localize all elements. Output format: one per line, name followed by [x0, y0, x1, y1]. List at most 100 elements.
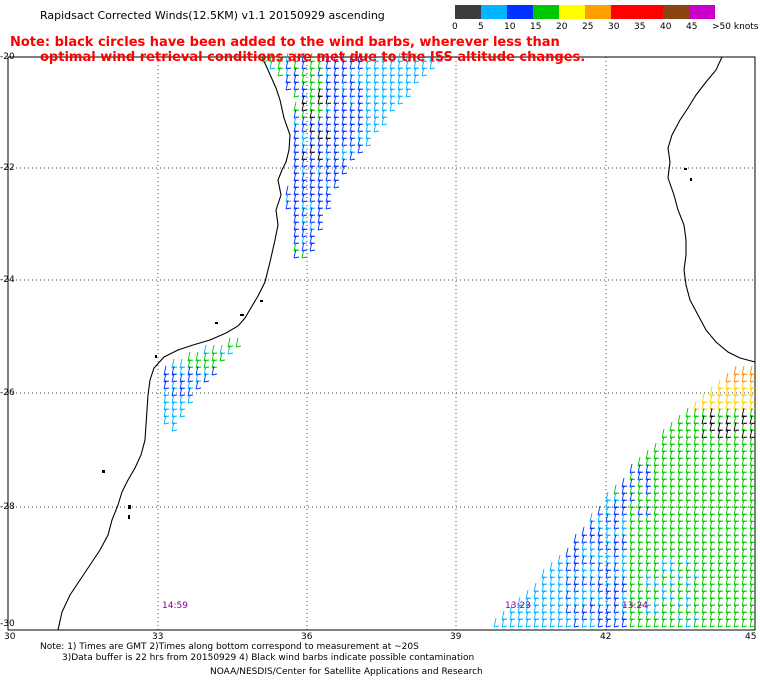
wind-barb [309, 80, 316, 91]
wind-barb [677, 575, 684, 586]
wind-barb [309, 220, 316, 231]
wind-barb [565, 547, 572, 558]
wind-barb [613, 589, 620, 600]
lat-label: -22 [0, 163, 15, 173]
wind-barb [621, 519, 628, 530]
wind-barb [741, 575, 748, 586]
wind-barb [309, 87, 316, 98]
wind-barb [717, 470, 724, 481]
wind-barb [661, 470, 668, 481]
wind-barb [211, 344, 218, 355]
wind-barb [685, 498, 692, 509]
wind-barb [677, 596, 684, 607]
wind-barb [645, 610, 652, 621]
wind-barb [709, 582, 716, 593]
wind-barb [293, 101, 300, 112]
wind-barb [725, 589, 732, 600]
wind-barb [333, 122, 340, 133]
wind-barb [653, 470, 660, 481]
wind-barb [701, 484, 708, 495]
wind-barb [171, 386, 178, 397]
wind-barb [645, 512, 652, 523]
wind-barb [685, 463, 692, 474]
wind-barb [549, 561, 556, 572]
wind-barb [365, 115, 372, 126]
wind-barb [365, 59, 372, 70]
wind-barb [317, 101, 324, 112]
wind-barb [621, 477, 628, 488]
wind-barb [693, 498, 700, 509]
wind-barb [677, 561, 684, 572]
wind-barb [597, 596, 604, 607]
wind-barb [749, 463, 756, 474]
wind-barb [645, 491, 652, 502]
wind-barb [645, 547, 652, 558]
lon-label: 42 [600, 632, 612, 642]
wind-barb [733, 589, 740, 600]
wind-barb [653, 596, 660, 607]
wind-barb [317, 192, 324, 203]
wind-barb [725, 498, 732, 509]
wind-barb [533, 603, 540, 614]
wind-barb [341, 87, 348, 98]
wind-barb [709, 428, 716, 439]
wind-barb [269, 52, 276, 63]
wind-barb [309, 136, 316, 147]
wind-barb [733, 372, 740, 383]
wind-barb [325, 143, 332, 154]
wind-barb [389, 66, 396, 77]
wind-barb [325, 115, 332, 126]
wind-barb [661, 589, 668, 600]
wind-barb [589, 582, 596, 593]
wind-barb [621, 526, 628, 537]
wind-barb [637, 603, 644, 614]
wind-barb [309, 150, 316, 161]
wind-barb [171, 393, 178, 404]
wind-barb [525, 610, 532, 621]
wind-barb [227, 337, 234, 348]
wind-barb [179, 393, 186, 404]
wind-barb [661, 463, 668, 474]
wind-barb [309, 94, 316, 105]
wind-barb [653, 449, 660, 460]
wind-barb [325, 185, 332, 196]
wind-barb [693, 575, 700, 586]
wind-barb [637, 561, 644, 572]
wind-barb [613, 596, 620, 607]
wind-barb [733, 596, 740, 607]
wind-barb [589, 526, 596, 537]
wind-barb [661, 477, 668, 488]
wind-barb [413, 52, 420, 63]
wind-barb [725, 463, 732, 474]
wind-barb [589, 610, 596, 621]
wind-barb [741, 442, 748, 453]
wind-barb [285, 185, 292, 196]
wind-barb [709, 477, 716, 488]
wind-barb [285, 80, 292, 91]
wind-barb [709, 414, 716, 425]
wind-barb [597, 512, 604, 523]
lon-label: 36 [301, 632, 313, 642]
wind-barb [717, 463, 724, 474]
wind-barb [725, 379, 732, 390]
wind-barb [725, 533, 732, 544]
wind-barb [749, 561, 756, 572]
wind-barb [733, 463, 740, 474]
wind-barb [533, 610, 540, 621]
wind-barb [725, 435, 732, 446]
colorbar-label: 30 [608, 22, 620, 32]
wind-barb [629, 596, 636, 607]
wind-barb [285, 192, 292, 203]
wind-barb [613, 540, 620, 551]
wind-barb [669, 540, 676, 551]
wind-barb [733, 365, 740, 376]
wind-barb [701, 568, 708, 579]
wind-barb [277, 59, 284, 70]
wind-barb [405, 59, 412, 70]
wind-barb [509, 610, 516, 621]
map-grid [8, 57, 755, 630]
wind-barb [309, 185, 316, 196]
wind-barb [709, 393, 716, 404]
wind-barb [301, 213, 308, 224]
wind-barb [203, 351, 210, 362]
